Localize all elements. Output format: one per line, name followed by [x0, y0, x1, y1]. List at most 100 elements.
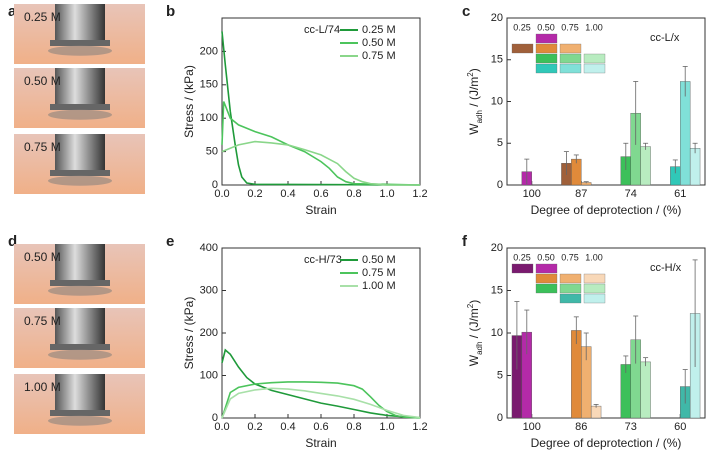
y-axis-label-part: ) [467, 68, 481, 72]
y-axis-label-part: ) [467, 300, 481, 304]
y-tick-label: 200 [200, 327, 218, 339]
x-tick-label: 0.2 [247, 421, 262, 433]
legend-swatch [559, 53, 582, 64]
probe [55, 4, 105, 40]
y-tick-label: 100 [200, 369, 218, 381]
legend-swatch [559, 273, 582, 284]
y-tick-label: 200 [200, 45, 218, 57]
x-tick-label: 74 [625, 188, 637, 200]
x-tick-label: 1.2 [412, 421, 427, 433]
y-axis-label-part: adh [475, 110, 484, 123]
y-tick-label: 50 [206, 146, 218, 158]
legend-swatch [511, 263, 534, 274]
line-series [221, 348, 421, 419]
y-tick-label: 0 [497, 412, 503, 424]
probe-tip [50, 104, 110, 110]
line-series [221, 31, 421, 186]
probe [55, 244, 105, 280]
legend-swatch [535, 283, 558, 294]
legend-swatch [559, 293, 582, 304]
panel-label: a [8, 3, 17, 20]
legend-swatch [535, 63, 558, 74]
legend-label: 0.25 M [362, 24, 396, 36]
y-tick-label: 20 [491, 12, 503, 24]
x-axis-label: Degree of deprotection / (%) [531, 203, 682, 217]
x-tick-label: 0.0 [214, 421, 229, 433]
line-series [221, 140, 420, 186]
legend-header: 1.00 [585, 252, 603, 262]
chart-title: cc-H/73 [304, 254, 342, 266]
legend-header: 0.50 [537, 22, 555, 32]
x-tick-label: 1.0 [379, 421, 394, 433]
x-axis-label: Strain [305, 203, 336, 217]
probe-tip [50, 344, 110, 350]
probe-tip [50, 410, 110, 416]
legend-swatch [559, 283, 582, 294]
y-axis-label: Stress / (kPa) [182, 65, 196, 138]
x-tick-label: 1.2 [412, 188, 427, 200]
x-tick-label: 100 [523, 421, 541, 433]
legend-swatch [559, 63, 582, 74]
probe-tip [50, 280, 110, 286]
legend-header: 0.50 [537, 252, 555, 262]
legend-label: 0.50 M [362, 37, 396, 49]
panel-label: e [166, 233, 174, 250]
y-axis-label-part: 2 [466, 303, 475, 308]
bar [640, 361, 651, 419]
chart-title: cc-L/x [650, 32, 680, 44]
legend-swatch [511, 43, 534, 54]
legend-swatch [535, 53, 558, 64]
y-axis-label-part: adh [475, 342, 484, 355]
y-axis-label-part: W [467, 354, 481, 366]
y-tick-label: 150 [200, 79, 218, 91]
legend-swatch [535, 273, 558, 284]
legend-swatch [583, 293, 606, 304]
x-tick-label: 73 [625, 421, 637, 433]
legend-header: 0.75 [561, 252, 579, 262]
legend-swatch [535, 263, 558, 274]
legend-swatch [583, 63, 606, 74]
x-tick-label: 87 [575, 188, 587, 200]
legend-swatch [583, 283, 606, 294]
legend-label: 0.75 M [362, 267, 396, 279]
legend-swatch [535, 33, 558, 44]
legend-swatch [583, 273, 606, 284]
x-axis-label: Degree of deprotection / (%) [531, 436, 682, 450]
photo-label: 0.75 M [24, 314, 61, 328]
photo-label: 0.75 M [24, 140, 61, 154]
line-series [221, 381, 421, 419]
x-tick-label: 0.8 [346, 188, 361, 200]
photo-label: 0.50 M [24, 250, 61, 264]
gel [48, 175, 112, 186]
gel [48, 285, 112, 296]
y-tick-label: 10 [491, 95, 503, 107]
y-tick-label: 300 [200, 284, 218, 296]
line-series [221, 101, 421, 186]
panel-label: c [462, 3, 470, 20]
legend-label: 1.00 M [362, 280, 396, 292]
probe-tip [50, 40, 110, 46]
gel [48, 109, 112, 120]
legend-header: 0.75 [561, 22, 579, 32]
legend-swatch [535, 43, 558, 54]
y-axis-label-part: Stress / (kPa) [182, 297, 196, 370]
bar [689, 148, 701, 186]
x-tick-label: 0.4 [280, 188, 295, 200]
y-tick-label: 400 [200, 242, 218, 254]
y-axis-label-part: / (J/m [467, 77, 481, 110]
panel-label: b [166, 3, 175, 20]
x-tick-label: 100 [523, 188, 541, 200]
x-axis-label: Strain [305, 436, 336, 450]
legend-label: 0.50 M [362, 254, 396, 266]
x-tick-label: 0.2 [247, 188, 262, 200]
y-tick-label: 0 [212, 179, 218, 191]
panel-label: f [462, 233, 468, 250]
bar [680, 81, 691, 186]
chart-title: cc-L/74 [304, 24, 340, 36]
y-tick-label: 0 [497, 179, 503, 191]
x-tick-label: 60 [674, 421, 686, 433]
legend-header: 0.25 [513, 252, 531, 262]
probe [55, 308, 105, 344]
x-tick-label: 0.6 [313, 188, 328, 200]
